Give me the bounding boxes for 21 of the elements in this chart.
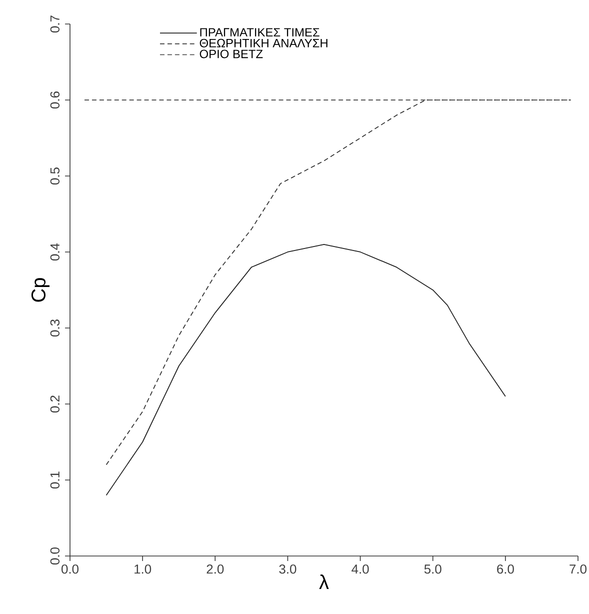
y-tick-label: 0.4 bbox=[50, 243, 60, 260]
line-series bbox=[106, 244, 506, 496]
y-tick-label: 0.2 bbox=[50, 396, 60, 412]
y-tick-label: 0.1 bbox=[50, 472, 60, 488]
y-tick-label: 0.7 bbox=[50, 16, 60, 32]
y-axis-title: Cp bbox=[31, 278, 50, 302]
x-tick-label: 2.0 bbox=[206, 564, 224, 574]
x-tick-label: 7.0 bbox=[570, 564, 586, 574]
legend-label: ΟΡΙΟ BETZ bbox=[200, 50, 263, 58]
x-tick-label: 6.0 bbox=[497, 564, 514, 574]
legend-label: ΠΡΑΓΜΑΤΙΚΕΣ ΤΙΜΕΣ bbox=[200, 28, 320, 36]
x-tick-label: 5.0 bbox=[424, 564, 442, 574]
x-axis-title: λ bbox=[319, 574, 329, 589]
x-tick-label: 3.0 bbox=[279, 564, 296, 574]
legend-label: ΘΕΩΡΗΤΙΚΗ ΑΝΑΛΥΣΗ bbox=[200, 38, 328, 48]
x-tick-label: 1.0 bbox=[134, 564, 152, 574]
y-tick-label: 0.6 bbox=[50, 92, 60, 108]
x-tick-label: 0.0 bbox=[62, 564, 79, 574]
y-tick-label: 0.3 bbox=[50, 320, 60, 336]
x-tick-label: 4.0 bbox=[352, 564, 369, 574]
y-tick-label: 0.5 bbox=[50, 168, 60, 184]
